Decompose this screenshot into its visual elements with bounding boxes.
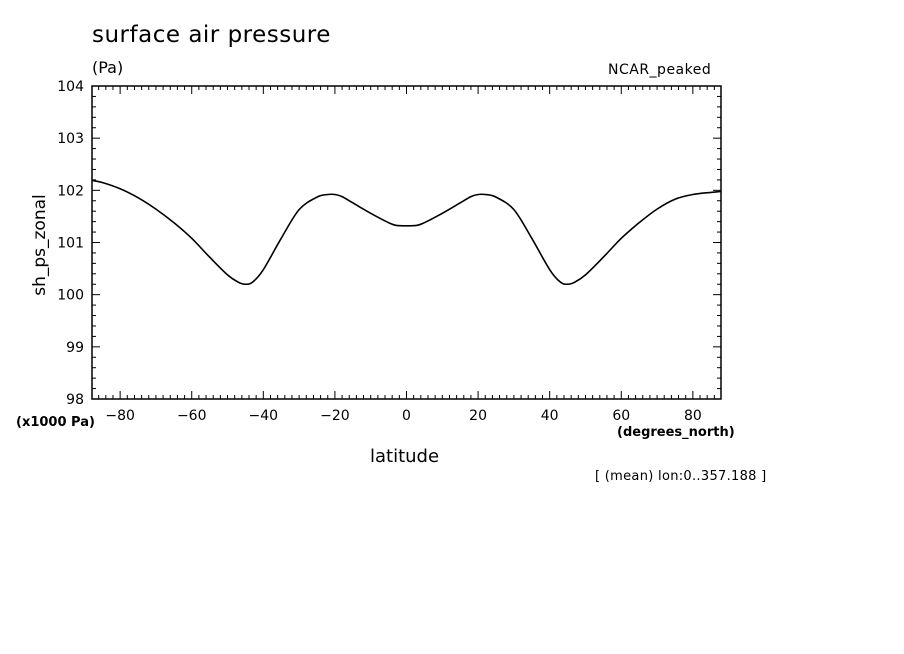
x-tick-label: −20 <box>320 408 350 424</box>
x-tick-label: 60 <box>612 408 630 424</box>
x-tick-label: 0 <box>402 408 411 424</box>
y-tick-label: 102 <box>57 183 84 199</box>
x-tick-label: −40 <box>249 408 279 424</box>
tick-labels: −80 −60 −40 −20 0 20 40 60 80 98 99 100 101 102 103 104 <box>57 79 702 424</box>
x-units-label: (degrees_north) <box>617 425 735 440</box>
x-tick-label: 20 <box>469 408 487 424</box>
x-axis-label: latitude <box>370 446 440 467</box>
y-tick-label: 104 <box>57 79 84 95</box>
plot-frame <box>91 85 722 400</box>
series-line-sh-ps-zonal <box>91 179 722 286</box>
x-tick-label: −80 <box>105 408 135 424</box>
tick-marks <box>92 85 721 400</box>
x-tick-label: 40 <box>541 408 559 424</box>
footnote: [ (mean) lon:0..357.188 ] <box>595 469 767 484</box>
x-tick-label: 80 <box>684 408 702 424</box>
y-tick-label: 100 <box>57 288 84 304</box>
y-tick-label: 99 <box>66 340 84 356</box>
y-tick-label: 103 <box>57 131 84 147</box>
y-scale-label: (x1000 Pa) <box>16 415 95 430</box>
chart-title: surface air pressure <box>92 22 331 48</box>
y-tick-label: 98 <box>66 392 84 408</box>
y-tick-label: 101 <box>57 236 84 252</box>
model-label: NCAR_peaked <box>608 62 712 78</box>
x-tick-label: −60 <box>177 408 207 424</box>
chart-units: (Pa) <box>92 58 124 77</box>
